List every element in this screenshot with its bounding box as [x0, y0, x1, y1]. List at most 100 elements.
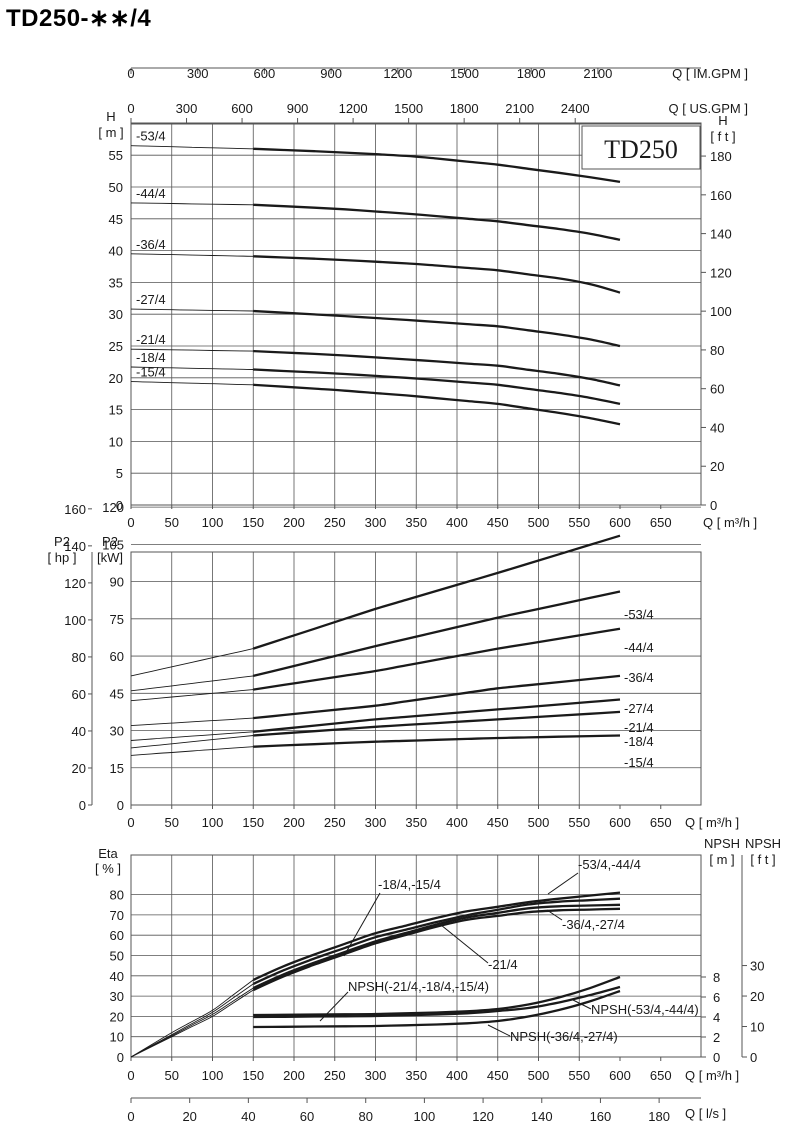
power-hp-axis-unit: [ hp ]: [48, 550, 77, 565]
power-series-label: -21/4: [624, 720, 654, 735]
ls-tick-label: 180: [648, 1109, 670, 1124]
head-y-tick-label: 55: [109, 148, 123, 163]
im-gpm-tick-label: 1500: [450, 66, 479, 81]
head-ft-tick-label: 40: [710, 420, 724, 435]
npsh-ft-tick-label: 0: [750, 1050, 757, 1065]
eta-3-curve: [252, 907, 621, 992]
head-y-tick-label: 10: [109, 434, 123, 449]
power-hp-tick-label: 100: [64, 613, 86, 628]
head-2-curve-thin: [130, 253, 254, 257]
npsh-ft-axis-label: NPSH: [745, 836, 781, 851]
power-1-curve: [253, 590, 621, 678]
us-gpm-tick-label: 1200: [339, 101, 368, 116]
head-0-curve: [253, 147, 621, 184]
eta-y-tick-label: 0: [117, 1050, 124, 1065]
head-ft-axis-label: H: [718, 113, 727, 128]
npsh-m-tick-label: 4: [713, 1010, 720, 1025]
npsh-m-tick-label: 8: [713, 970, 720, 985]
power-4-curve: [253, 698, 621, 733]
power-kw-tick-label: 30: [110, 724, 124, 739]
power-series-label: -53/4: [624, 607, 654, 622]
npsh-0-curve: [253, 975, 621, 1017]
power-1-curve-thin: [130, 675, 254, 692]
eta-x-axis-label: Q [ m³/h ]: [685, 1068, 739, 1083]
eta-y-tick-label: 60: [110, 928, 124, 943]
npsh-label-21-18-15: NPSH(-21/4,-18/4,-15/4): [348, 979, 489, 994]
us-gpm-axis-label: Q [ US.GPM ]: [669, 101, 748, 116]
power-kw-tick-label: 60: [110, 649, 124, 664]
curves-layer: [130, 125, 701, 1058]
npsh-ft-axis-unit: [ f t ]: [750, 852, 775, 867]
eta-label-18-15: -18/4,-15/4: [378, 877, 441, 892]
power-6-curve-thin: [130, 746, 254, 756]
power-2-curve: [253, 627, 621, 691]
head-x-tick-label: 650: [650, 515, 672, 530]
head-ft-tick-label: 60: [710, 382, 724, 397]
ls-tick-label: 120: [472, 1109, 494, 1124]
power-5-curve: [253, 710, 621, 737]
power-hp-tick-label: 60: [72, 687, 86, 702]
npsh-ft-tick-label: 30: [750, 959, 764, 974]
npsh-m-tick-label: 2: [713, 1030, 720, 1045]
power-x-tick-label: 350: [405, 815, 427, 830]
eta-x-tick-label: 500: [528, 1068, 550, 1083]
power-6-curve: [253, 734, 621, 748]
head-y-tick-label: 5: [116, 466, 123, 481]
eta-leader-21: [440, 924, 489, 964]
head-2-curve: [253, 255, 621, 294]
power-hp-tick-label: 0: [79, 798, 86, 813]
eta-y-tick-label: 70: [110, 908, 124, 923]
eta-x-tick-label: 200: [283, 1068, 305, 1083]
head-6-curve-thin: [130, 381, 254, 386]
im-gpm-tick-label: 1800: [517, 66, 546, 81]
eta-leader-36-27: [546, 909, 563, 921]
head-ft-tick-label: 120: [710, 265, 732, 280]
npsh-leader-36-27: [487, 1024, 511, 1037]
power-x-tick-label: 0: [127, 815, 134, 830]
head-y-tick-label: 45: [109, 212, 123, 227]
npsh-label-53-44: NPSH(-53/4,-44/4): [591, 1002, 699, 1017]
eta-x-tick-label: 600: [609, 1068, 631, 1083]
eta-2-curve: [252, 903, 621, 990]
eta-x-tick-label: 0: [127, 1068, 134, 1083]
npsh-m-tick-label: 6: [713, 990, 720, 1005]
page-title: TD250-∗∗/4: [6, 5, 152, 32]
npsh-m-axis-label: NPSH: [704, 836, 740, 851]
eta-y-tick-label: 20: [110, 1009, 124, 1024]
im-gpm-tick-label: 900: [320, 66, 342, 81]
power-x-tick-label: 500: [528, 815, 550, 830]
head-series-label: -18/4: [136, 350, 166, 365]
ls-tick-label: 20: [182, 1109, 196, 1124]
eta-leader-53-44: [547, 872, 579, 895]
eta-x-tick-label: 100: [202, 1068, 224, 1083]
npsh-ft-tick-label: 20: [750, 989, 764, 1004]
power-hp-tick-label: 140: [64, 539, 86, 554]
head-series-label: -53/4: [136, 129, 166, 144]
power-kw-tick-label: 45: [110, 686, 124, 701]
ls-tick-label: 80: [358, 1109, 372, 1124]
model-box-label: TD250: [604, 135, 678, 164]
eta-y-tick-label: 50: [110, 949, 124, 964]
head-4-curve: [253, 349, 621, 387]
power-hp-tick-label: 40: [72, 724, 86, 739]
head-y-tick-label: 30: [109, 307, 123, 322]
power-3-curve: [253, 674, 621, 720]
power-kw-tick-label: 105: [102, 537, 124, 552]
eta-leader-18-15: [343, 892, 381, 957]
npsh-m-axis-unit: [ m ]: [709, 852, 734, 867]
power-kw-tick-label: 15: [110, 761, 124, 776]
head-series-label: -15/4: [136, 365, 166, 380]
npsh-label-36-27: NPSH(-36/4,-27/4): [510, 1029, 618, 1044]
power-series-label: -44/4: [624, 640, 654, 655]
head-ft-tick-label: 100: [710, 304, 732, 319]
head-x-tick-label: 600: [609, 515, 631, 530]
power-x-tick-label: 550: [568, 815, 590, 830]
eta-3-curve-thin: [130, 989, 254, 1058]
head-ft-tick-label: 0: [710, 498, 717, 513]
head-1-curve-thin: [130, 202, 254, 206]
power-kw-tick-label: 0: [117, 798, 124, 813]
head-series-label: -21/4: [136, 332, 166, 347]
power-x-tick-label: 300: [365, 815, 387, 830]
us-gpm-tick-label: 600: [231, 101, 253, 116]
